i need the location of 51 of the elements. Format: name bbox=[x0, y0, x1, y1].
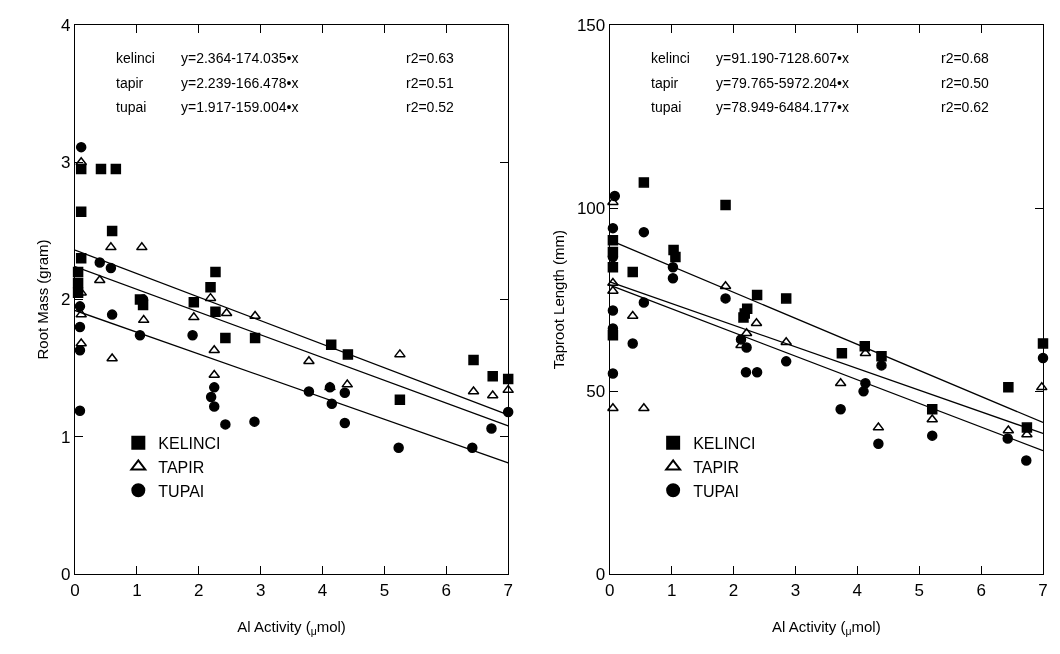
x-tick-label: 3 bbox=[790, 580, 801, 600]
x-tick-label: 1 bbox=[132, 580, 142, 600]
annotation: y=79.765-5972.204•x bbox=[716, 75, 849, 91]
x-tick-label: 7 bbox=[1038, 580, 1048, 600]
annotation: y=2.364-174.035•x bbox=[181, 50, 299, 66]
y-tick-label: 0 bbox=[595, 564, 606, 584]
y-tick-label: 0 bbox=[60, 564, 71, 584]
annotation: r2=0.63 bbox=[406, 50, 455, 66]
x-tick-label: 2 bbox=[194, 580, 204, 600]
x-axis-title: Al Activity ($_{μ}$mol) bbox=[772, 617, 881, 637]
legend-label: TUPAI bbox=[693, 482, 740, 500]
legend-label: TAPIR bbox=[693, 458, 740, 476]
y-axis-title: Taproot Length (mm) bbox=[550, 229, 568, 370]
y-tick-label: 50 bbox=[586, 381, 606, 401]
annotation: y=1.917-159.004•x bbox=[181, 99, 299, 115]
legend-label: TUPAI bbox=[158, 482, 205, 500]
annotation: r2=0.62 bbox=[941, 99, 990, 115]
annotation: r2=0.52 bbox=[406, 99, 455, 115]
y-tick-label: 2 bbox=[60, 290, 71, 310]
y-axis-title: Root Mass (gram) bbox=[34, 239, 52, 360]
annotation: tapir bbox=[116, 75, 144, 91]
legend-label: TAPIR bbox=[158, 458, 205, 476]
annotation: tupai bbox=[651, 99, 682, 115]
y-tick-label: 150 bbox=[576, 15, 606, 35]
x-axis-title: Al Activity ($_{μ}$mol) bbox=[237, 617, 346, 637]
x-tick-label: 6 bbox=[441, 580, 452, 600]
x-tick-label: 1 bbox=[666, 580, 677, 600]
annotation: kelinci bbox=[651, 50, 690, 66]
x-tick-label: 6 bbox=[976, 580, 986, 600]
annotation: kelinci bbox=[116, 50, 155, 66]
annotation: r2=0.51 bbox=[406, 75, 455, 91]
x-tick-label: 5 bbox=[914, 580, 924, 600]
x-tick-label: 5 bbox=[379, 580, 390, 600]
annotation: r2=0.68 bbox=[941, 50, 990, 66]
x-tick-label: 4 bbox=[852, 580, 863, 600]
y-tick-label: 1 bbox=[60, 427, 71, 447]
y-tick-label: 4 bbox=[60, 15, 71, 35]
annotation: y=91.190-7128.607•x bbox=[716, 50, 849, 66]
annotation: tapir bbox=[651, 75, 679, 91]
y-tick-label: 3 bbox=[60, 153, 71, 173]
x-tick-label: 3 bbox=[255, 580, 266, 600]
x-tick-label: 4 bbox=[317, 580, 328, 600]
annotation: y=78.949-6484.177•x bbox=[716, 99, 849, 115]
legend-label: KELINCI bbox=[158, 434, 221, 452]
x-tick-label: 7 bbox=[503, 580, 513, 600]
y-tick-label: 100 bbox=[576, 198, 606, 218]
x-tick-label: 2 bbox=[728, 580, 739, 600]
legend-label: KELINCI bbox=[693, 434, 756, 452]
annotation: y=2.239-166.478•x bbox=[181, 75, 299, 91]
annotation: r2=0.50 bbox=[941, 75, 990, 91]
annotation: tupai bbox=[116, 99, 147, 115]
